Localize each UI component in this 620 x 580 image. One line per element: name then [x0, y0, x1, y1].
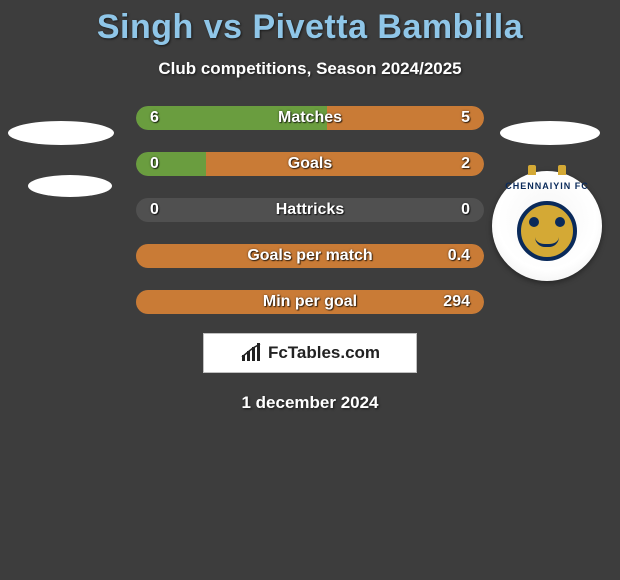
club-name: CHENNAIYIN FC [492, 181, 602, 191]
bar-right-fill [206, 152, 484, 176]
ellipse-shape [500, 121, 600, 145]
club-badge: CHENNAIYIN FC [492, 171, 602, 281]
bar-track [136, 152, 484, 176]
stat-row: Min per goal294 [136, 287, 484, 317]
subtitle: Club competitions, Season 2024/2025 [0, 59, 620, 79]
bar-left-fill [136, 152, 206, 176]
bar-track [136, 290, 484, 314]
trophy-icon [492, 165, 602, 175]
bars-chart-icon [240, 343, 264, 363]
bar-track [136, 244, 484, 268]
stat-row: Goals02 [136, 149, 484, 179]
brand-suffix: Tables.com [288, 343, 380, 362]
bar-left-fill [136, 106, 327, 130]
bar-track [136, 198, 484, 222]
bar-right-fill [136, 290, 484, 314]
club-face-icon [517, 201, 577, 261]
ellipse-shape [8, 121, 114, 145]
bar-right-fill [136, 244, 484, 268]
stat-row: Matches65 [136, 103, 484, 133]
stat-row: Hattricks00 [136, 195, 484, 225]
content-area: CHENNAIYIN FC Matches65 Goals02 Hattricks0… [0, 103, 620, 413]
brand-prefix: Fc [268, 343, 288, 362]
date-text: 1 december 2024 [0, 393, 620, 413]
bar-right-fill [327, 106, 484, 130]
comparison-bars: Matches65 Goals02 Hattricks00 Goals per mat… [136, 103, 484, 317]
stat-row: Goals per match0.4 [136, 241, 484, 271]
branding-text: FcTables.com [268, 343, 380, 363]
ellipse-shape [28, 175, 112, 197]
bar-track [136, 106, 484, 130]
branding-box: FcTables.com [203, 333, 417, 373]
page-title: Singh vs Pivetta Bambilla [0, 0, 620, 47]
